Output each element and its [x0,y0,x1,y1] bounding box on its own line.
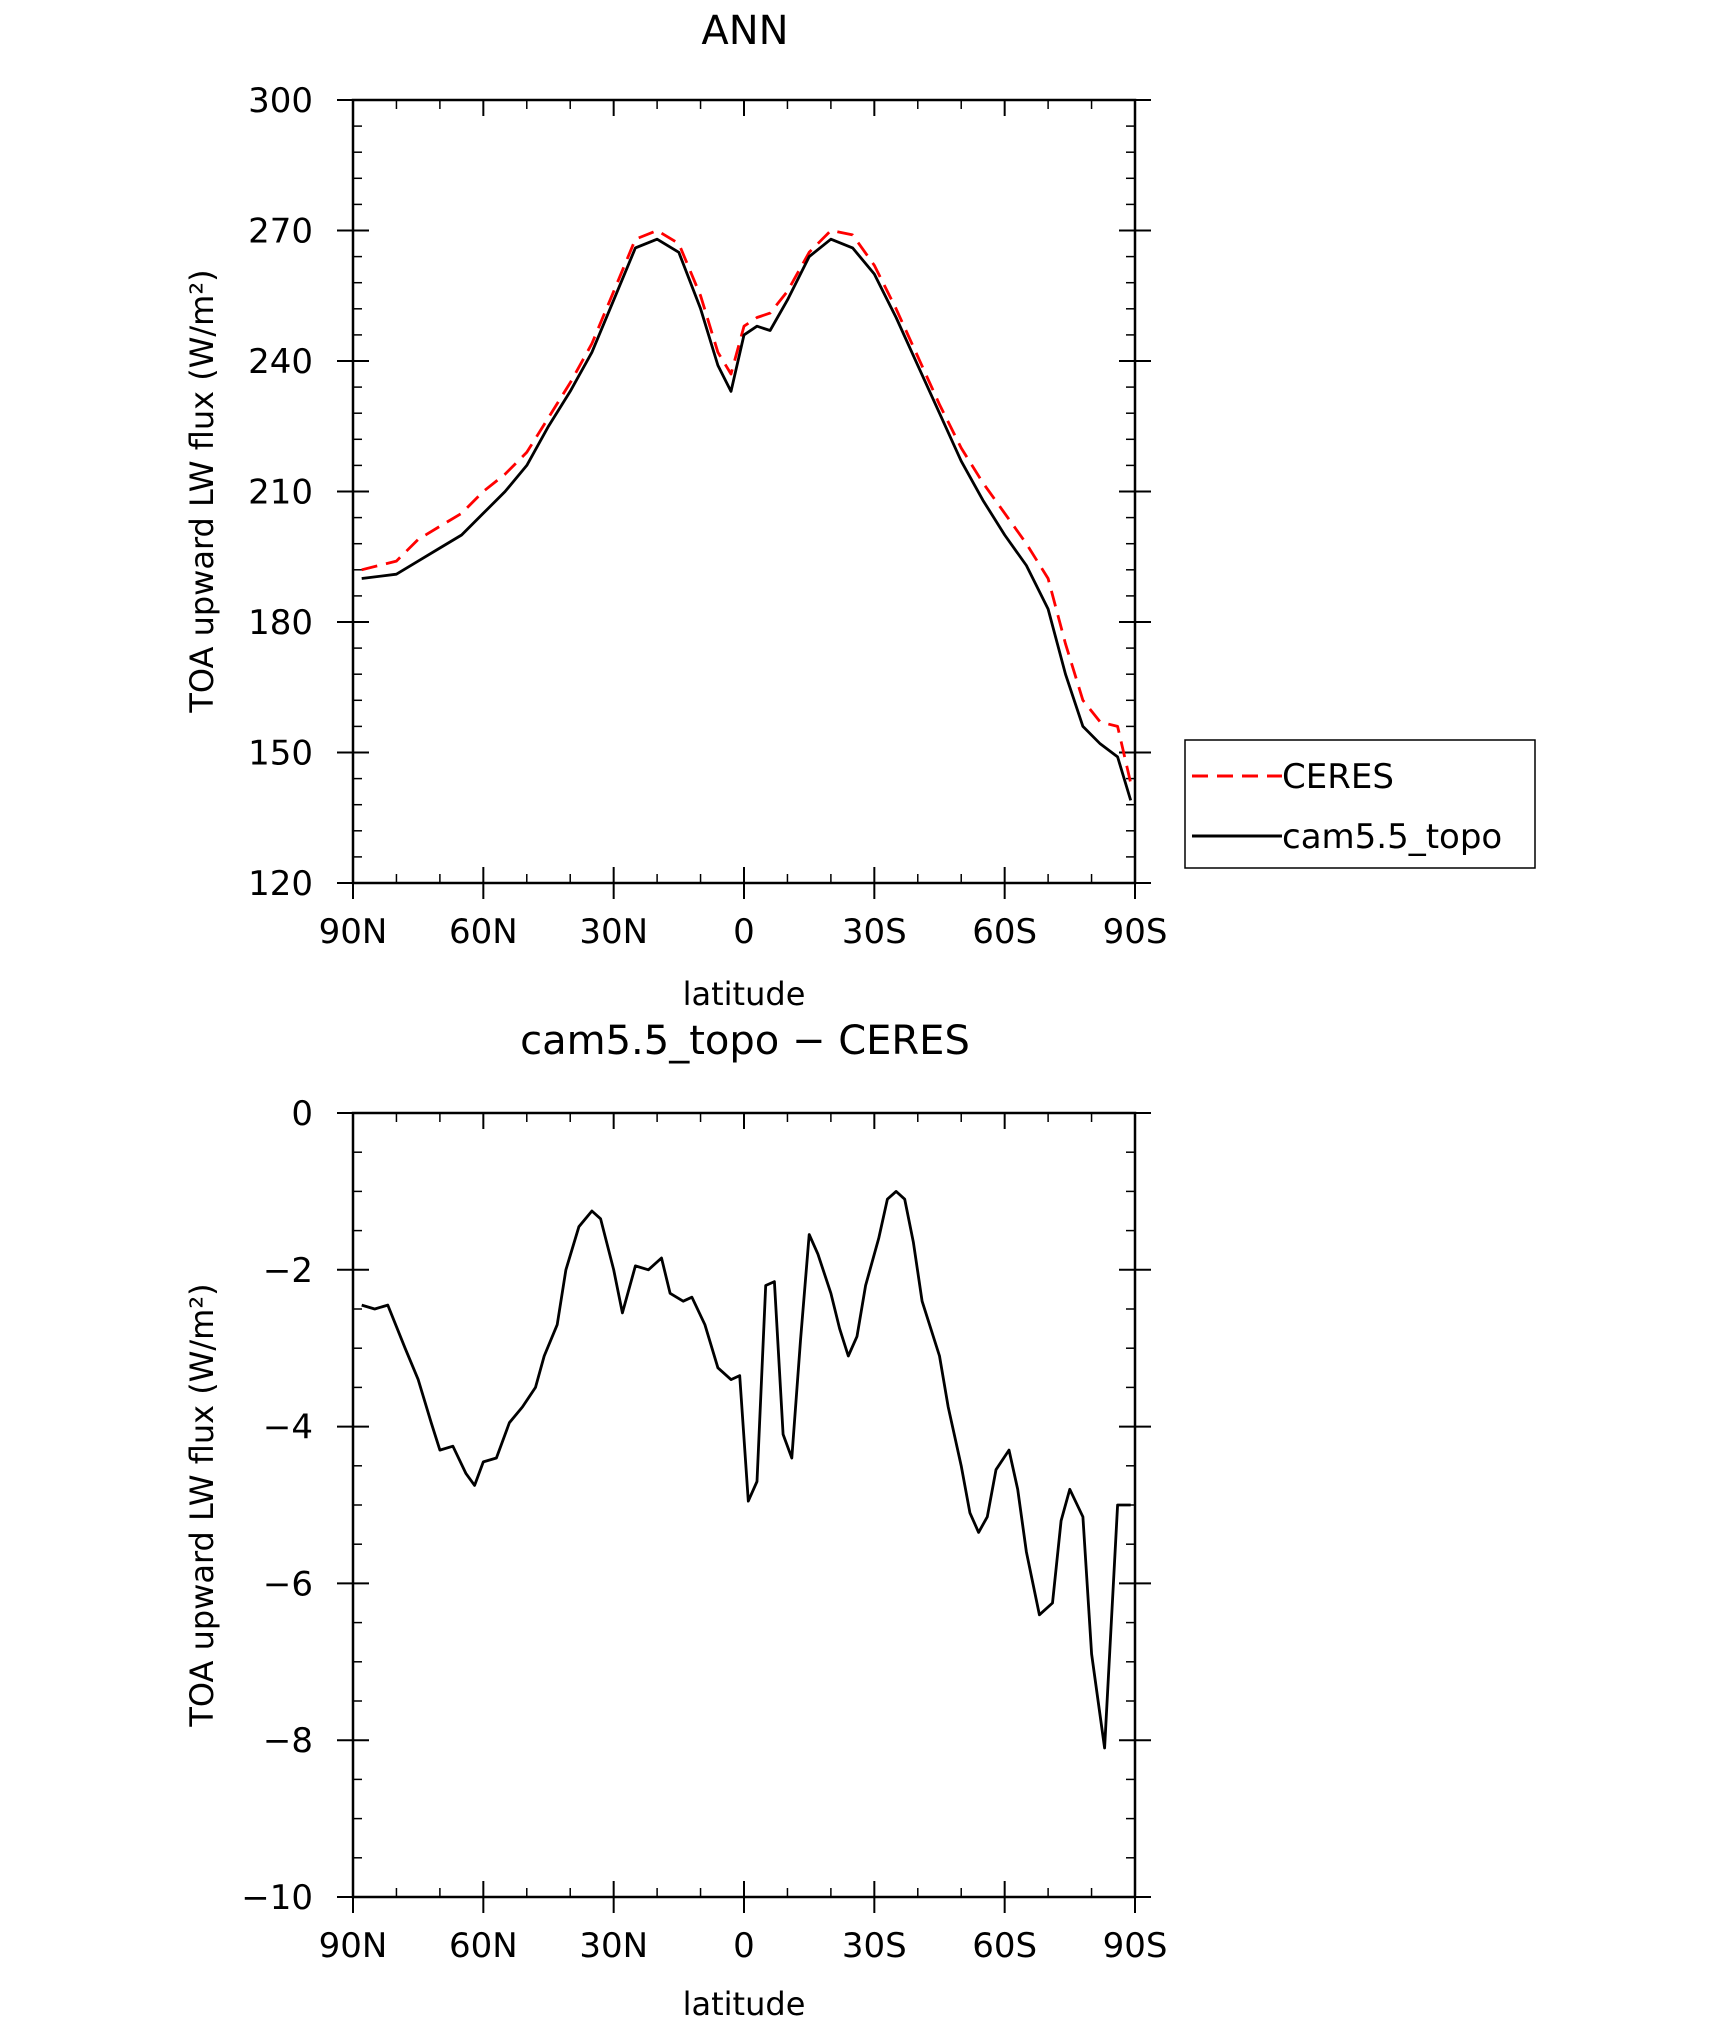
top-xtick-label: 90N [319,912,388,952]
top-xtick-label: 60S [972,912,1037,952]
top-ytick-label: 240 [248,342,313,382]
bottom-xtick-label: 90N [319,1926,388,1966]
top-ylabel: TOA upward LW flux (W/m²) [183,269,221,713]
legend: CERES cam5.5_topo [1184,739,1536,869]
bottom-ytick-label: −8 [263,1721,313,1761]
top-ytick-label: 300 [248,81,313,121]
bottom-ytick-label: −10 [241,1878,313,1918]
top-series-ceres [361,229,1133,784]
top-ytick-label: 210 [248,473,313,513]
bottom-xlabel: latitude [683,1985,806,2021]
top-xtick-label: 30S [842,912,907,952]
bottom-xtick-label: 30N [579,1926,648,1966]
top-ytick-label: 180 [248,603,313,643]
bottom-ytick-label: 0 [291,1094,313,1134]
legend-label-ceres: CERES [1282,757,1394,797]
bottom-xtick-label: 60S [972,1926,1037,1966]
top-axis-ticks: 90N 60N 30N 0 30S 60S 90S 120 150 180 210 240 270 300 [248,81,1167,952]
bottom-plot-frame [351,1111,1137,1899]
top-ytick-label: 120 [248,864,313,904]
legend-label-cam: cam5.5_topo [1282,817,1502,857]
top-ytick-label: 150 [248,734,313,774]
legend-frame [1184,739,1536,869]
top-series-group [361,229,1133,801]
top-xlabel: latitude [683,975,806,1013]
bottom-panel-title: cam5.5_topo − CERES [520,1018,970,1064]
top-panel: ANN 90N 60N 30N 0 30S 60S 90S 120 150 180 210 240 27… [183,8,1536,1013]
bottom-panel: cam5.5_topo − CERES 90N 60N 30N 0 30S 60S 90S −… [183,1018,1167,2021]
bottom-xtick-label: 30S [842,1926,907,1966]
bottom-ytick-label: −4 [263,1408,313,1448]
top-xtick-label: 30N [579,912,648,952]
bottom-ylabel: TOA upward LW flux (W/m²) [183,1283,221,1727]
bottom-xtick-label: 60N [449,1926,518,1966]
top-xtick-label: 0 [733,912,755,952]
top-ytick-label: 270 [248,212,313,252]
bottom-ytick-label: −2 [263,1251,313,1291]
bottom-xtick-label: 90S [1103,1926,1168,1966]
top-plot-frame [351,98,1137,885]
bottom-axis-ticks: 90N 60N 30N 0 30S 60S 90S −10 −8 −6 −4 −2 0 [241,1094,1167,1966]
bottom-ytick-label: −6 [263,1564,313,1604]
bottom-xtick-label: 0 [733,1926,755,1966]
top-series-cam5-5-topo [361,237,1133,801]
top-panel-title: ANN [701,8,788,54]
top-xtick-label: 90S [1103,912,1168,952]
bottom-series-group [361,1190,1131,1750]
bottom-series-difference [361,1190,1131,1750]
top-xtick-label: 60N [449,912,518,952]
